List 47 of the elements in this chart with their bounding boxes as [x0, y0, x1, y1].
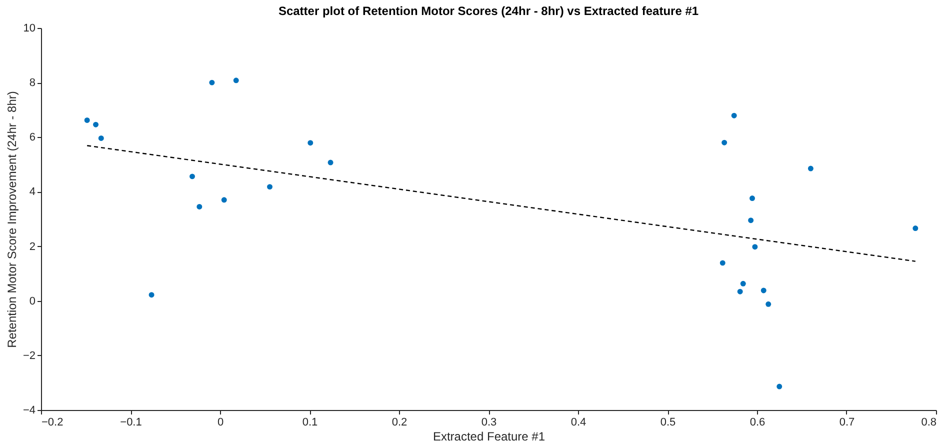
x-tick-label: 0.2: [392, 416, 408, 428]
x-tick-label: 0.7: [839, 416, 855, 428]
point: [267, 184, 272, 190]
point: [720, 260, 726, 266]
point: [328, 160, 334, 166]
point: [766, 301, 772, 307]
x-tick-label: 0.5: [660, 416, 676, 428]
x-tick-label: 0.4: [570, 416, 586, 428]
point: [190, 174, 195, 180]
point: [731, 112, 737, 118]
point: [233, 78, 239, 84]
point: [98, 136, 104, 141]
point: [722, 140, 728, 146]
y-tick-label: −2: [22, 350, 36, 362]
point: [84, 117, 90, 123]
x-tick-label: −0.1: [120, 416, 142, 428]
x-tick-label: 0.6: [750, 416, 766, 428]
point: [196, 204, 202, 210]
point: [752, 244, 758, 250]
x-tick-label: −0.2: [42, 416, 64, 428]
x-tick-label: 0: [217, 416, 224, 428]
point: [748, 218, 754, 224]
point: [221, 197, 227, 203]
y-tick-label: 4: [29, 186, 36, 198]
x-tick-label: 0.1: [302, 416, 318, 428]
point: [740, 280, 746, 286]
chart-title: Scatter plot of Retention Motor Scores (24hr - 8hr) vs Extracted feature #1: [278, 4, 699, 18]
x-tick-label: 0.3: [481, 416, 497, 428]
y-axis-title: Retention Motor Score Improvement (24hr - 8hr): [4, 91, 19, 348]
y-tick-label: 0: [29, 295, 36, 308]
y-tick-label: −4: [22, 404, 36, 416]
y-tick-label: 6: [29, 132, 36, 144]
point: [912, 226, 918, 232]
x-tick-label: 0.8: [921, 416, 936, 428]
y-tick-label: 2: [29, 240, 36, 253]
point: [737, 288, 743, 294]
y-tick-label: 10: [23, 22, 36, 34]
x-axis-title: Extracted Feature #1: [432, 430, 546, 444]
point: [750, 196, 755, 201]
point: [808, 166, 814, 172]
y-tick-label: 8: [29, 77, 36, 90]
point: [93, 122, 99, 128]
point: [209, 80, 215, 86]
point: [776, 384, 782, 390]
point: [148, 292, 154, 298]
point: [308, 140, 314, 146]
point: [760, 288, 766, 294]
